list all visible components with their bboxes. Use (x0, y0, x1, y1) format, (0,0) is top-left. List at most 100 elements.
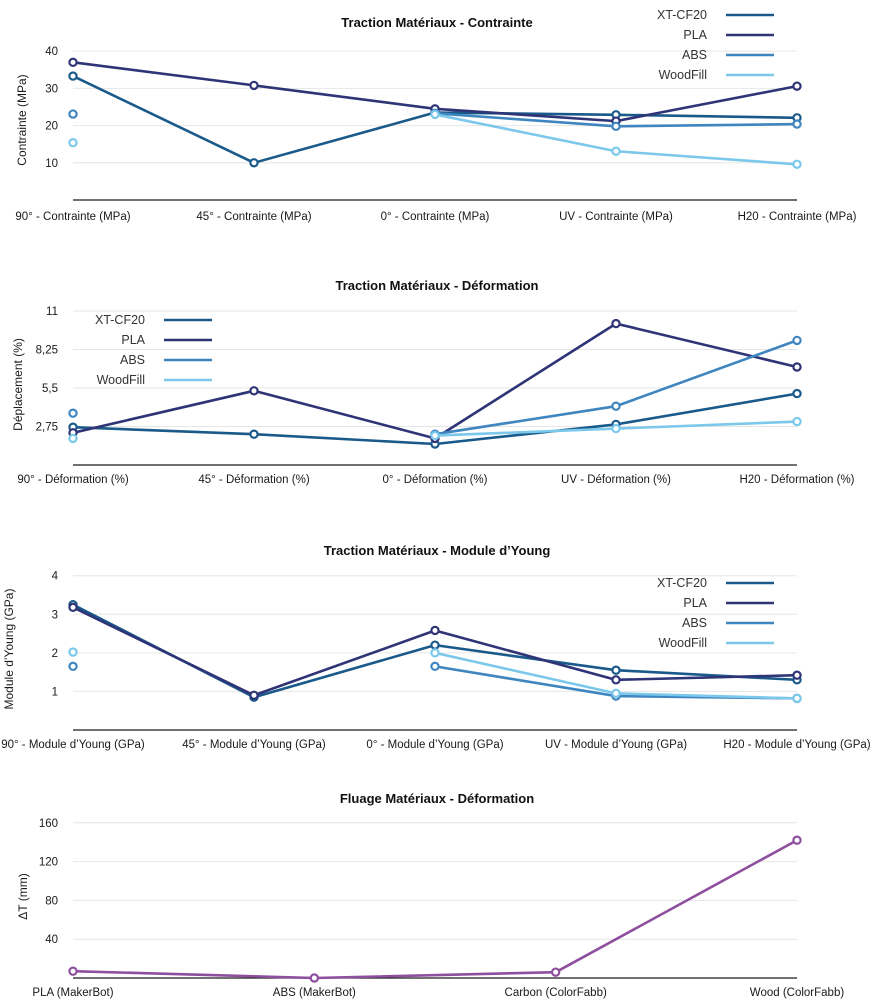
y-axis-label: Contrainte (MPa) (15, 74, 29, 165)
x-tick-label: 0° - Module d’Young (GPa) (366, 739, 503, 751)
y-tick-label: 1 (52, 686, 58, 698)
series-line-segment (252, 432, 437, 446)
y-tick-label: 20 (45, 121, 58, 133)
y-tick-label: 10 (45, 158, 58, 170)
legend-label: WoodFill (659, 636, 707, 650)
y-axis-label: Module d’Young (GPa) (2, 589, 16, 710)
data-point (611, 121, 621, 132)
x-tick-label: Carbon (ColorFabb) (505, 987, 607, 999)
data-point (792, 416, 802, 427)
x-tick-label: 90° - Contrainte (MPa) (15, 211, 130, 223)
data-point (68, 661, 78, 672)
chart-3: Traction Matériaux - Module d’Young 1 2 3 4 M… (1, 543, 871, 751)
data-point (309, 973, 320, 983)
series-line-segment (71, 61, 256, 87)
series-line-segment (252, 111, 437, 165)
legend: XT-CF20 PLA ABS WoodFill (95, 313, 212, 387)
chart-title: Traction Matériaux - Contrainte (341, 15, 532, 30)
series-line-segment (252, 629, 437, 697)
data-point (430, 625, 440, 636)
series-line-segment (433, 113, 618, 153)
legend-label: WoodFill (97, 373, 145, 387)
chart-4: Fluage Matériaux - Déformation 40 80 120 160… (16, 791, 844, 999)
x-tick-label: UV - Déformation (%) (561, 474, 671, 486)
series-line-segment (433, 643, 618, 672)
series-line-segment (71, 389, 256, 435)
series-line-segment (614, 339, 799, 408)
chart-title: Traction Matériaux - Module d’Young (324, 543, 551, 558)
y-tick-label: 5,5 (42, 383, 58, 395)
y-tick-label: 40 (45, 46, 58, 58)
series-line-segment (614, 84, 799, 123)
data-point (430, 430, 440, 441)
chart-title: Traction Matériaux - Déformation (336, 278, 539, 293)
series-line-segment (433, 665, 618, 698)
series-line-segment (554, 838, 799, 974)
series-pla (68, 318, 802, 444)
x-tick-label: 90° - Module d’Young (GPa) (1, 739, 145, 751)
x-tick-label: 45° - Module d’Young (GPa) (182, 739, 326, 751)
legend-label: ABS (120, 353, 145, 367)
data-point (611, 665, 621, 675)
y-tick-label: 11 (46, 306, 58, 318)
data-point (430, 109, 440, 120)
legend-label: WoodFill (659, 68, 707, 82)
legend-label: ABS (682, 48, 707, 62)
legend-label: XT-CF20 (657, 576, 707, 590)
data-point (68, 71, 78, 81)
series-line-segment (433, 112, 618, 128)
series-line-segment (614, 692, 799, 700)
y-axis-label: ΔT (mm) (16, 873, 30, 919)
series-1 (68, 835, 802, 983)
series-abs (68, 335, 802, 439)
y-tick-label: 2,75 (36, 422, 58, 434)
chart-title: Fluage Matériaux - Déformation (340, 791, 534, 806)
data-point (249, 158, 259, 168)
data-point (68, 647, 78, 657)
legend: XT-CF20 PLA ABS WoodFill (657, 8, 774, 82)
series-line-segment (71, 969, 316, 980)
y-tick-label: 4 (52, 571, 59, 583)
data-point (792, 81, 802, 91)
data-point (611, 318, 621, 329)
x-tick-label: UV - Module d’Young (GPa) (545, 739, 687, 751)
series-line-segment (614, 149, 799, 166)
series-line-segment (433, 423, 618, 446)
x-tick-label: UV - Contrainte (MPa) (559, 211, 673, 223)
series-line-segment (252, 643, 437, 699)
data-point (611, 401, 621, 411)
data-point (792, 119, 802, 129)
data-point (68, 602, 78, 613)
data-point (430, 648, 440, 658)
data-point (430, 661, 440, 672)
data-point (249, 429, 259, 439)
x-tick-label: Wood (ColorFabb) (750, 987, 845, 999)
series-line-segment (614, 122, 799, 128)
x-tick-label: 45° - Déformation (%) (198, 474, 309, 486)
series-line-segment (433, 107, 618, 123)
chart-2: Traction Matériaux - Déformation 2,75 5,5 8… (11, 278, 855, 486)
legend-label: ABS (682, 616, 707, 630)
x-tick-label: H20 - Déformation (%) (739, 474, 854, 486)
series-woodfill (68, 416, 802, 444)
data-point (249, 690, 259, 700)
legend-label: XT-CF20 (657, 8, 707, 22)
series-xt-cf20 (68, 71, 802, 168)
data-point (68, 966, 78, 976)
data-point (68, 408, 78, 418)
x-tick-label: 0° - Contrainte (MPa) (381, 211, 490, 223)
data-point (68, 109, 78, 119)
series-line-segment (433, 651, 618, 695)
data-point (68, 57, 78, 68)
series-woodfill (68, 647, 802, 704)
legend-label: PLA (683, 28, 707, 42)
data-point (792, 388, 802, 399)
series-line-segment (614, 420, 799, 430)
series-line-segment (614, 673, 799, 682)
y-tick-label: 120 (39, 857, 58, 869)
x-tick-label: 45° - Contrainte (MPa) (196, 211, 311, 223)
x-tick-label: ABS (MakerBot) (273, 987, 356, 999)
data-point (792, 835, 802, 845)
series-line-segment (433, 404, 618, 436)
